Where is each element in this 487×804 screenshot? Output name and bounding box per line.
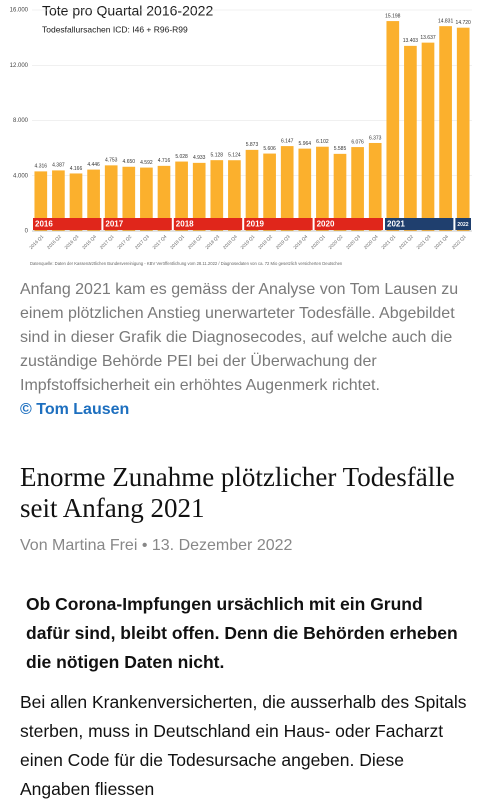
byline: Von Martina Frei • 13. Dezember 2022 [20, 537, 293, 554]
value-label: 6.102 [316, 139, 329, 145]
value-label: 5.873 [246, 142, 259, 148]
bar [298, 148, 312, 231]
value-label: 5.964 [299, 141, 312, 147]
year-band [314, 218, 383, 230]
year-band-label: 2018 [176, 220, 194, 229]
bar [228, 160, 241, 231]
value-label: 4.592 [140, 160, 153, 166]
value-label: 14.831 [438, 18, 454, 24]
bar [52, 170, 65, 231]
bar [316, 146, 329, 231]
bar [386, 21, 400, 232]
bar [439, 26, 452, 231]
year-band [455, 218, 471, 230]
bar [69, 173, 83, 231]
chart: Tote pro Quartal 2016-2022 Todesfallursa… [0, 0, 487, 272]
caption: Anfang 2021 kam es gemäss der Analyse vo… [20, 278, 472, 422]
value-label: 6.147 [281, 138, 294, 144]
value-label: 4.446 [87, 162, 100, 168]
bar [175, 161, 188, 231]
bar [368, 142, 382, 231]
year-band-label: 2019 [246, 220, 264, 229]
year-band-label: 2021 [387, 220, 405, 229]
bar [280, 146, 294, 231]
year-band-label: 2016 [35, 220, 53, 229]
value-label: 4.166 [70, 166, 83, 172]
y-tick-label: 8.000 [13, 118, 29, 124]
value-label: 13.403 [403, 38, 419, 44]
value-label: 4.716 [158, 158, 171, 164]
bar [245, 149, 259, 231]
chart-title: Tote pro Quartal 2016-2022 [42, 3, 213, 19]
year-band-label: 2017 [105, 220, 123, 229]
bar [87, 169, 100, 231]
bar [122, 166, 136, 231]
year-band [244, 218, 313, 230]
value-label: 5.124 [228, 153, 241, 159]
caption-credit[interactable]: © Tom Lausen [20, 401, 130, 418]
bar [404, 45, 417, 231]
bar [456, 27, 470, 232]
y-tick-label: 4.000 [13, 173, 29, 179]
value-label: 5.585 [334, 146, 347, 152]
year-band [103, 218, 172, 230]
year-band-label: 2022 [457, 222, 468, 228]
year-band [173, 218, 243, 230]
value-label: 4.387 [52, 163, 65, 169]
bar [421, 42, 435, 231]
bar [210, 160, 224, 231]
year-band-label: 2020 [317, 220, 335, 229]
value-label: 6.373 [369, 135, 382, 141]
value-label: 4.753 [105, 158, 118, 164]
bar [192, 162, 206, 231]
value-label: 14.720 [456, 20, 472, 26]
bar [104, 165, 118, 231]
value-label: 5.606 [263, 146, 276, 152]
bar [140, 167, 153, 231]
paragraph: Bei allen Krankenversicherten, die ausse… [20, 692, 467, 799]
value-label: 15.198 [385, 13, 401, 19]
value-label: 5.028 [175, 154, 188, 160]
value-label: 13.637 [420, 35, 436, 41]
value-label: 4.933 [193, 155, 206, 161]
bar [263, 153, 276, 231]
bar [333, 153, 347, 231]
bar [34, 171, 48, 231]
year-band [33, 218, 102, 230]
value-label: 6.076 [351, 139, 364, 145]
caption-text: Anfang 2021 kam es gemäss der Analyse vo… [20, 281, 459, 394]
value-label: 4.650 [123, 159, 136, 165]
lead: Ob Corona-Impfungen ursächlich mit ein G… [26, 594, 458, 672]
y-tick-label: 12.000 [10, 63, 29, 69]
year-band [385, 218, 454, 230]
bar [157, 165, 171, 231]
y-tick-label: 0 [25, 229, 29, 235]
value-label: 4.316 [35, 164, 48, 170]
chart-subtitle: Todesfallursachen ICD: I46 + R96-R99 [42, 24, 188, 34]
chart-source: Datenquelle: Daten der Kassenärztlichen … [30, 261, 343, 266]
headline: Enorme Zunahme plötzlicher Todesfälle se… [20, 462, 455, 523]
bar [351, 147, 364, 231]
value-label: 5.128 [211, 152, 224, 158]
y-tick-label: 16.000 [10, 8, 29, 14]
